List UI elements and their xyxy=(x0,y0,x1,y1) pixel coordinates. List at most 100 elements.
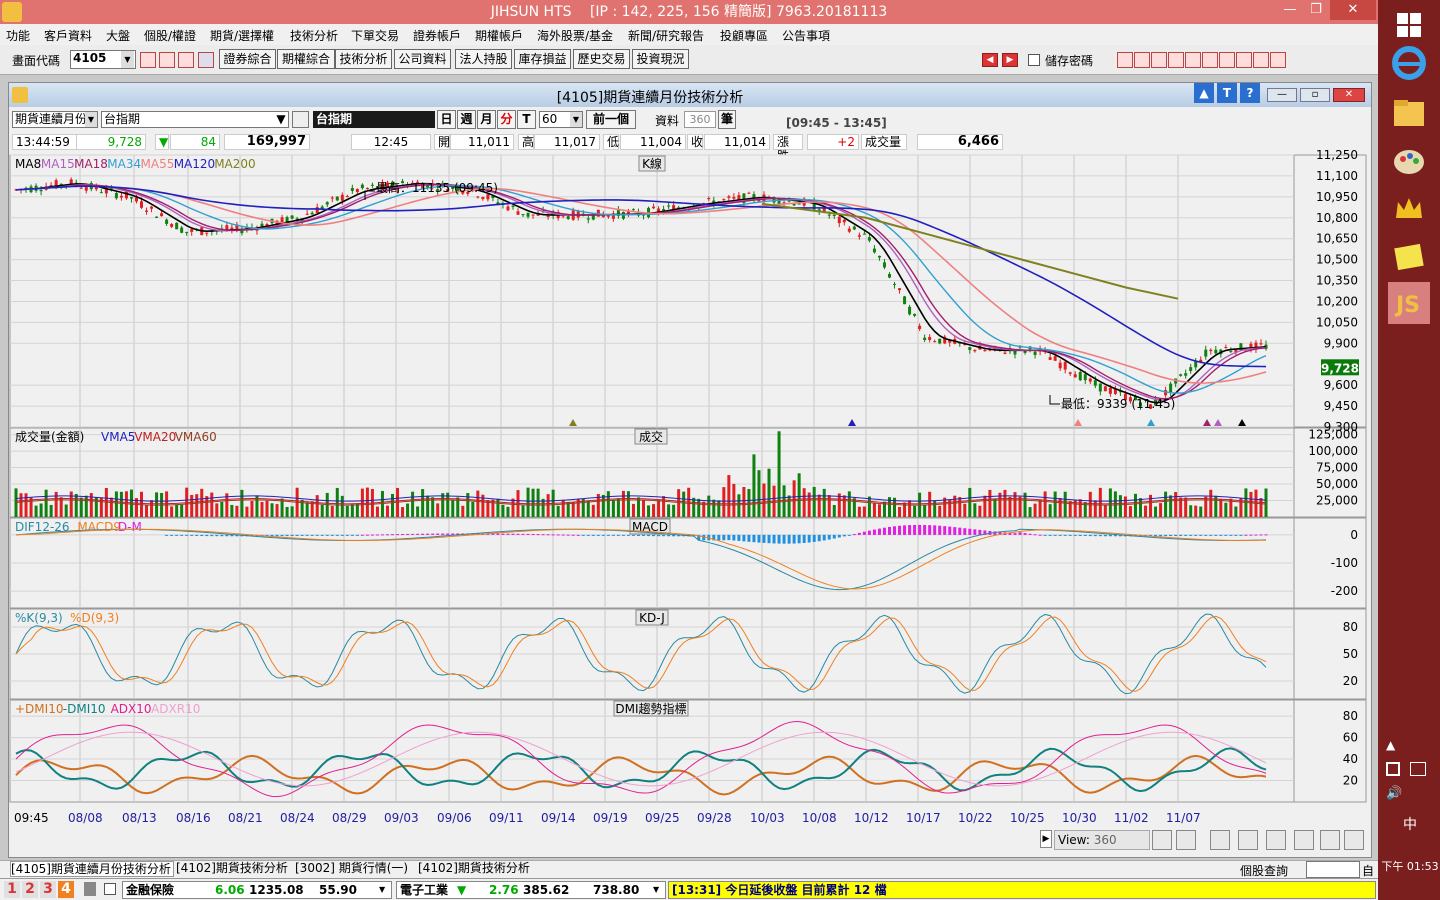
data-count-input[interactable]: 360 xyxy=(684,111,716,128)
chevron-down-icon[interactable]: ▼ xyxy=(570,112,582,127)
arrow-left-icon[interactable]: ◀ xyxy=(982,53,998,67)
chevron-down-icon[interactable]: ▼ xyxy=(85,112,97,127)
toolbar-button[interactable]: 期權綜合 xyxy=(277,49,335,69)
sector1-box[interactable]: 金融保險 6.06 1235.08 55.90 ▼ xyxy=(122,881,392,899)
search-icon[interactable] xyxy=(292,111,309,128)
sticky-note-icon[interactable] xyxy=(1388,236,1430,278)
minimize-icon[interactable]: — xyxy=(1283,2,1297,17)
menu-item[interactable]: 新聞/研究報告 xyxy=(628,29,705,43)
crown-icon[interactable] xyxy=(1388,188,1430,230)
period-button[interactable]: T xyxy=(517,110,536,129)
layout-icon[interactable] xyxy=(1266,830,1286,850)
page-number-button[interactable]: 4 xyxy=(58,881,74,898)
tab[interactable]: [4102]期貨技術分析 xyxy=(418,861,530,875)
screen-code-input[interactable]: 4105 ▼ xyxy=(70,50,136,69)
volume-icon[interactable]: 🔊 xyxy=(1386,786,1403,801)
child-maximize-icon[interactable]: ▫ xyxy=(1300,88,1330,102)
prev-button[interactable]: 前一個 xyxy=(586,110,636,129)
save-password-checkbox[interactable] xyxy=(1028,54,1040,66)
window-icon[interactable] xyxy=(159,52,175,68)
internet-explorer-icon[interactable] xyxy=(1388,42,1430,84)
close-icon[interactable]: ✕ xyxy=(1330,0,1376,20)
jihsun-app-icon[interactable]: JS xyxy=(1388,282,1430,324)
menu-item[interactable]: 證券帳戶 xyxy=(413,29,462,43)
text-icon[interactable]: T xyxy=(1217,83,1237,103)
toolbar-button[interactable]: 技術分析 xyxy=(335,49,392,69)
minute-select[interactable]: 60 ▼ xyxy=(539,111,583,128)
period-button[interactable]: 日 xyxy=(437,110,456,129)
menu-item[interactable]: 期權帳戶 xyxy=(475,29,524,43)
clock[interactable]: 下午 01:53 xyxy=(1381,860,1439,873)
toolbar-button[interactable]: 法人持股 xyxy=(455,49,512,69)
dropdown-icon[interactable] xyxy=(198,52,214,68)
toolbar-button[interactable]: 證券綜合 xyxy=(219,49,276,69)
search-icon[interactable] xyxy=(140,52,156,68)
lock-icon[interactable] xyxy=(84,882,96,896)
pen-icon[interactable] xyxy=(1176,830,1196,850)
page-number-button[interactable]: 3 xyxy=(40,881,56,898)
period-button[interactable]: 週 xyxy=(457,110,476,129)
toolbar-button[interactable]: 投資現況 xyxy=(632,49,689,69)
help-icon[interactable]: ? xyxy=(1240,83,1260,103)
strike-icon[interactable] xyxy=(1219,52,1235,68)
settings-icon[interactable] xyxy=(1236,52,1252,68)
menu-item[interactable]: 下單交易 xyxy=(351,29,400,43)
data-unit-button[interactable]: 筆 xyxy=(718,110,736,129)
text-icon[interactable] xyxy=(1185,52,1201,68)
child-close-icon[interactable]: ✕ xyxy=(1333,88,1365,102)
chart-icon[interactable] xyxy=(1238,830,1258,850)
stock-query-input[interactable] xyxy=(1306,861,1360,878)
file-explorer-icon[interactable] xyxy=(1388,92,1430,134)
toolbar-button[interactable]: 歷史交易 xyxy=(573,49,630,69)
tab[interactable]: [4102]期貨技術分析 xyxy=(176,861,288,875)
minus-icon[interactable] xyxy=(1151,52,1167,68)
menu-item[interactable]: 投顧專區 xyxy=(720,29,769,43)
edit-icon[interactable] xyxy=(1320,830,1340,850)
period-button[interactable]: 分 xyxy=(497,110,516,129)
page-number-button[interactable]: 2 xyxy=(22,881,38,898)
menu-item[interactable]: 大盤 xyxy=(106,29,131,43)
menu-item[interactable]: 個股/權證 xyxy=(144,29,197,43)
menu-item[interactable]: 客戶資料 xyxy=(44,29,93,43)
status-checkbox[interactable] xyxy=(104,883,116,895)
tab[interactable]: [3002] 期貨行情(一) xyxy=(295,861,409,875)
menu-item[interactable]: 公告事項 xyxy=(782,29,831,43)
child-minimize-icon[interactable]: — xyxy=(1267,88,1297,102)
menu-item[interactable]: 功能 xyxy=(6,29,31,43)
chevron-down-icon[interactable]: ▼ xyxy=(121,51,134,68)
tool-icon[interactable] xyxy=(1168,52,1184,68)
arrow-up-icon[interactable]: ▲ xyxy=(1194,83,1214,103)
chevron-down-icon[interactable]: ▼ xyxy=(653,885,660,894)
period-button[interactable]: 月 xyxy=(477,110,496,129)
page-icon[interactable] xyxy=(1270,52,1286,68)
tab[interactable]: [4105]期貨連續月份技術分析 xyxy=(10,861,174,877)
grid-icon[interactable] xyxy=(1294,830,1314,850)
news-ticker[interactable]: [13:31] 今日延後收盤 目前累計 12 檔 xyxy=(668,881,1376,899)
network-icon[interactable] xyxy=(1410,762,1426,776)
menu-item[interactable]: 技術分析 xyxy=(290,29,339,43)
toolbar-button[interactable]: 公司資料 xyxy=(394,49,451,69)
windows-start-icon[interactable] xyxy=(1388,4,1430,46)
toolbar-button[interactable]: 庫存損益 xyxy=(514,49,571,69)
cancel-icon[interactable] xyxy=(1134,52,1150,68)
maximize-icon[interactable]: ❐ xyxy=(1310,2,1322,17)
scroll-right-icon[interactable]: ▶ xyxy=(1040,830,1052,848)
note-icon[interactable] xyxy=(1202,52,1218,68)
page-number-button[interactable]: 1 xyxy=(4,881,20,898)
product-type-select[interactable]: 期貨連續月份 ▼ xyxy=(12,111,98,128)
print-icon[interactable] xyxy=(1253,52,1269,68)
chevron-down-icon[interactable]: ▼ xyxy=(379,885,386,894)
paint-icon[interactable] xyxy=(1388,140,1430,182)
arrow-right-icon[interactable]: ▶ xyxy=(1002,53,1018,67)
refresh-icon[interactable] xyxy=(1210,830,1230,850)
menu-item[interactable]: 海外股票/基金 xyxy=(537,29,614,43)
ime-indicator[interactable]: 中 xyxy=(1403,817,1417,833)
menu-item[interactable]: 期貨/選擇權 xyxy=(210,29,275,43)
edit-icon[interactable] xyxy=(1117,52,1133,68)
show-hidden-icon[interactable]: ▲ xyxy=(1386,738,1396,752)
dropdown-arrow-icon[interactable]: ▼ xyxy=(276,112,286,126)
tool-icon[interactable] xyxy=(1152,830,1172,850)
sector2-box[interactable]: 電子工業 ▼ 2.76 385.62 738.80 ▼ xyxy=(396,881,666,899)
settings-icon[interactable] xyxy=(1344,830,1364,850)
note-icon[interactable] xyxy=(178,52,194,68)
